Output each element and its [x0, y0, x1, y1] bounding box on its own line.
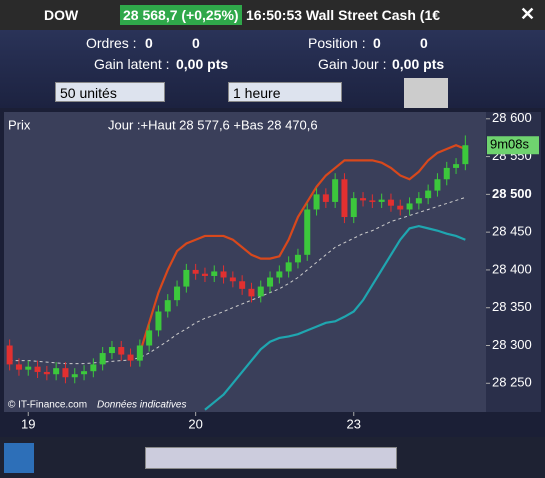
candle-body — [294, 254, 301, 263]
candle-body — [192, 269, 199, 274]
candle-body — [34, 366, 41, 372]
candle-body — [220, 271, 227, 278]
scrollbar[interactable] — [145, 447, 397, 469]
candle-body — [369, 200, 376, 202]
info-panel: Ordres : 0 0 Position : 0 0 Gain latent … — [0, 30, 545, 108]
candle-body — [322, 194, 329, 202]
band-line — [9, 196, 466, 365]
candle-body — [434, 179, 441, 191]
candle-body — [332, 179, 339, 202]
candle-body — [257, 286, 264, 297]
gain-jour-value: 0,00 pts — [392, 56, 445, 72]
y-tick-label: 28 450 — [492, 224, 532, 239]
title: 16:50:53 Wall Street Cash (1€ — [246, 7, 441, 23]
candle-body — [211, 271, 218, 276]
day-info: Jour :+Haut 28 577,6 +Bas 28 470,6 — [108, 117, 318, 132]
position-label: Position : — [308, 35, 366, 51]
orders-value: 0 — [192, 35, 200, 51]
candle-body — [285, 262, 292, 272]
candle-body — [453, 164, 460, 168]
x-tick-label: 19 — [21, 416, 35, 431]
gain-jour-label: Gain Jour : — [318, 56, 387, 72]
candle-body — [360, 198, 367, 201]
candle-body — [462, 145, 469, 165]
band-line — [138, 144, 466, 354]
orders-value: 0 — [145, 35, 153, 51]
candle-body — [229, 277, 236, 282]
price: 28 568,7 (+0,25%) — [120, 5, 242, 25]
candle-body — [108, 347, 115, 354]
candle-body — [99, 353, 106, 365]
position-value: 0 — [373, 35, 381, 51]
bottom-toolbar — [0, 437, 545, 478]
orders-label: Ordres : — [86, 35, 137, 51]
prix-label: Prix — [8, 117, 31, 132]
candle-body — [81, 371, 88, 375]
candle-body — [443, 167, 450, 180]
candle-body — [304, 209, 311, 255]
countdown-bg — [487, 136, 539, 155]
units-select[interactable]: 50 unités — [55, 82, 165, 102]
candle-body — [387, 199, 394, 206]
candle-body — [53, 368, 60, 375]
candle-body — [425, 190, 432, 199]
symbol[interactable]: DOW — [44, 7, 79, 23]
candle-body — [90, 364, 97, 372]
toolbar: DOW 28 568,7 (+0,25%) 16:50:53 Wall Stre… — [0, 0, 545, 30]
y-tick-label: 28 400 — [492, 261, 532, 276]
close-button[interactable]: ✕ — [520, 4, 536, 24]
candle-body — [378, 199, 385, 202]
share-button[interactable] — [4, 443, 34, 473]
period-select[interactable]: 1 heure — [228, 82, 342, 102]
candle-body — [397, 205, 404, 210]
candle-body — [25, 366, 32, 370]
candle-body — [71, 374, 78, 378]
candle-body — [276, 271, 283, 278]
x-tick-label: 23 — [347, 416, 361, 431]
plot-bg — [4, 112, 486, 412]
candle-body — [341, 179, 348, 218]
indicator-button[interactable] — [404, 78, 448, 108]
candle-body — [127, 354, 134, 361]
candle-body — [201, 273, 208, 276]
candle-body — [248, 288, 255, 297]
candle-body — [155, 311, 162, 331]
y-tick-label: 28 250 — [492, 375, 532, 390]
copyright: © IT-Finance.com — [8, 400, 87, 411]
candle-body — [118, 347, 125, 355]
note: Données indicatives — [97, 400, 187, 411]
candle-body — [183, 269, 190, 287]
y-tick-label: 28 500 — [492, 186, 532, 201]
candle-body — [350, 198, 357, 218]
countdown: 9m08s — [490, 137, 530, 152]
y-tick-label: 28 300 — [492, 337, 532, 352]
candle-body — [406, 203, 413, 210]
gain-latent-value: 0,00 pts — [176, 56, 229, 72]
candle-body — [313, 194, 320, 210]
band-line — [204, 224, 466, 411]
candle-body — [239, 281, 246, 289]
gain-latent-label: Gain latent : — [94, 56, 170, 72]
candle-body — [146, 330, 153, 346]
candle-body — [174, 286, 181, 301]
chart: Prix Jour :+Haut 28 577,6 +Bas 28 470,6 … — [4, 110, 541, 431]
x-tick-label: 20 — [188, 416, 202, 431]
candle-body — [267, 277, 274, 287]
candle-body — [164, 300, 171, 312]
axis-bg — [486, 112, 541, 412]
candle-body — [15, 364, 22, 370]
candle-body — [136, 345, 143, 361]
y-tick-label: 28 600 — [492, 110, 532, 125]
candle-body — [43, 371, 50, 375]
candle-body — [6, 345, 13, 365]
candle-body — [415, 198, 422, 204]
candle-body — [62, 368, 69, 378]
position-value: 0 — [420, 35, 428, 51]
y-tick-label: 28 350 — [492, 299, 532, 314]
